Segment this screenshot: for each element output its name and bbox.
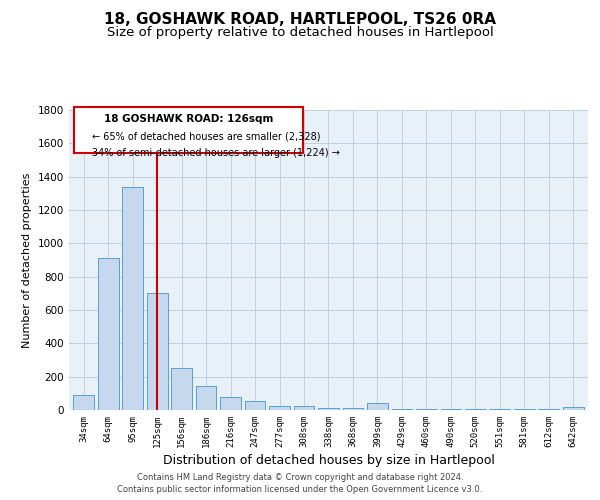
Bar — [440, 409, 461, 410]
Bar — [220, 396, 241, 410]
Bar — [171, 368, 192, 410]
Bar — [245, 402, 265, 410]
Bar — [416, 409, 437, 410]
Bar — [490, 409, 510, 410]
Bar — [563, 406, 584, 410]
Bar — [514, 409, 535, 410]
Bar — [318, 408, 339, 410]
Y-axis label: Number of detached properties: Number of detached properties — [22, 172, 32, 348]
Bar — [392, 409, 412, 410]
Text: Contains public sector information licensed under the Open Government Licence v3: Contains public sector information licen… — [118, 484, 482, 494]
Text: Size of property relative to detached houses in Hartlepool: Size of property relative to detached ho… — [107, 26, 493, 39]
Bar — [293, 406, 314, 410]
Bar — [538, 409, 559, 410]
X-axis label: Distribution of detached houses by size in Hartlepool: Distribution of detached houses by size … — [163, 454, 494, 467]
Bar — [465, 409, 486, 410]
Bar — [196, 386, 217, 410]
Text: 18, GOSHAWK ROAD, HARTLEPOOL, TS26 0RA: 18, GOSHAWK ROAD, HARTLEPOOL, TS26 0RA — [104, 12, 496, 28]
Bar — [367, 403, 388, 410]
Bar — [269, 406, 290, 410]
Bar — [98, 258, 119, 410]
Bar — [343, 408, 364, 410]
Text: Contains HM Land Registry data © Crown copyright and database right 2024.: Contains HM Land Registry data © Crown c… — [137, 474, 463, 482]
Bar — [73, 395, 94, 410]
Bar — [122, 186, 143, 410]
Bar — [147, 294, 167, 410]
